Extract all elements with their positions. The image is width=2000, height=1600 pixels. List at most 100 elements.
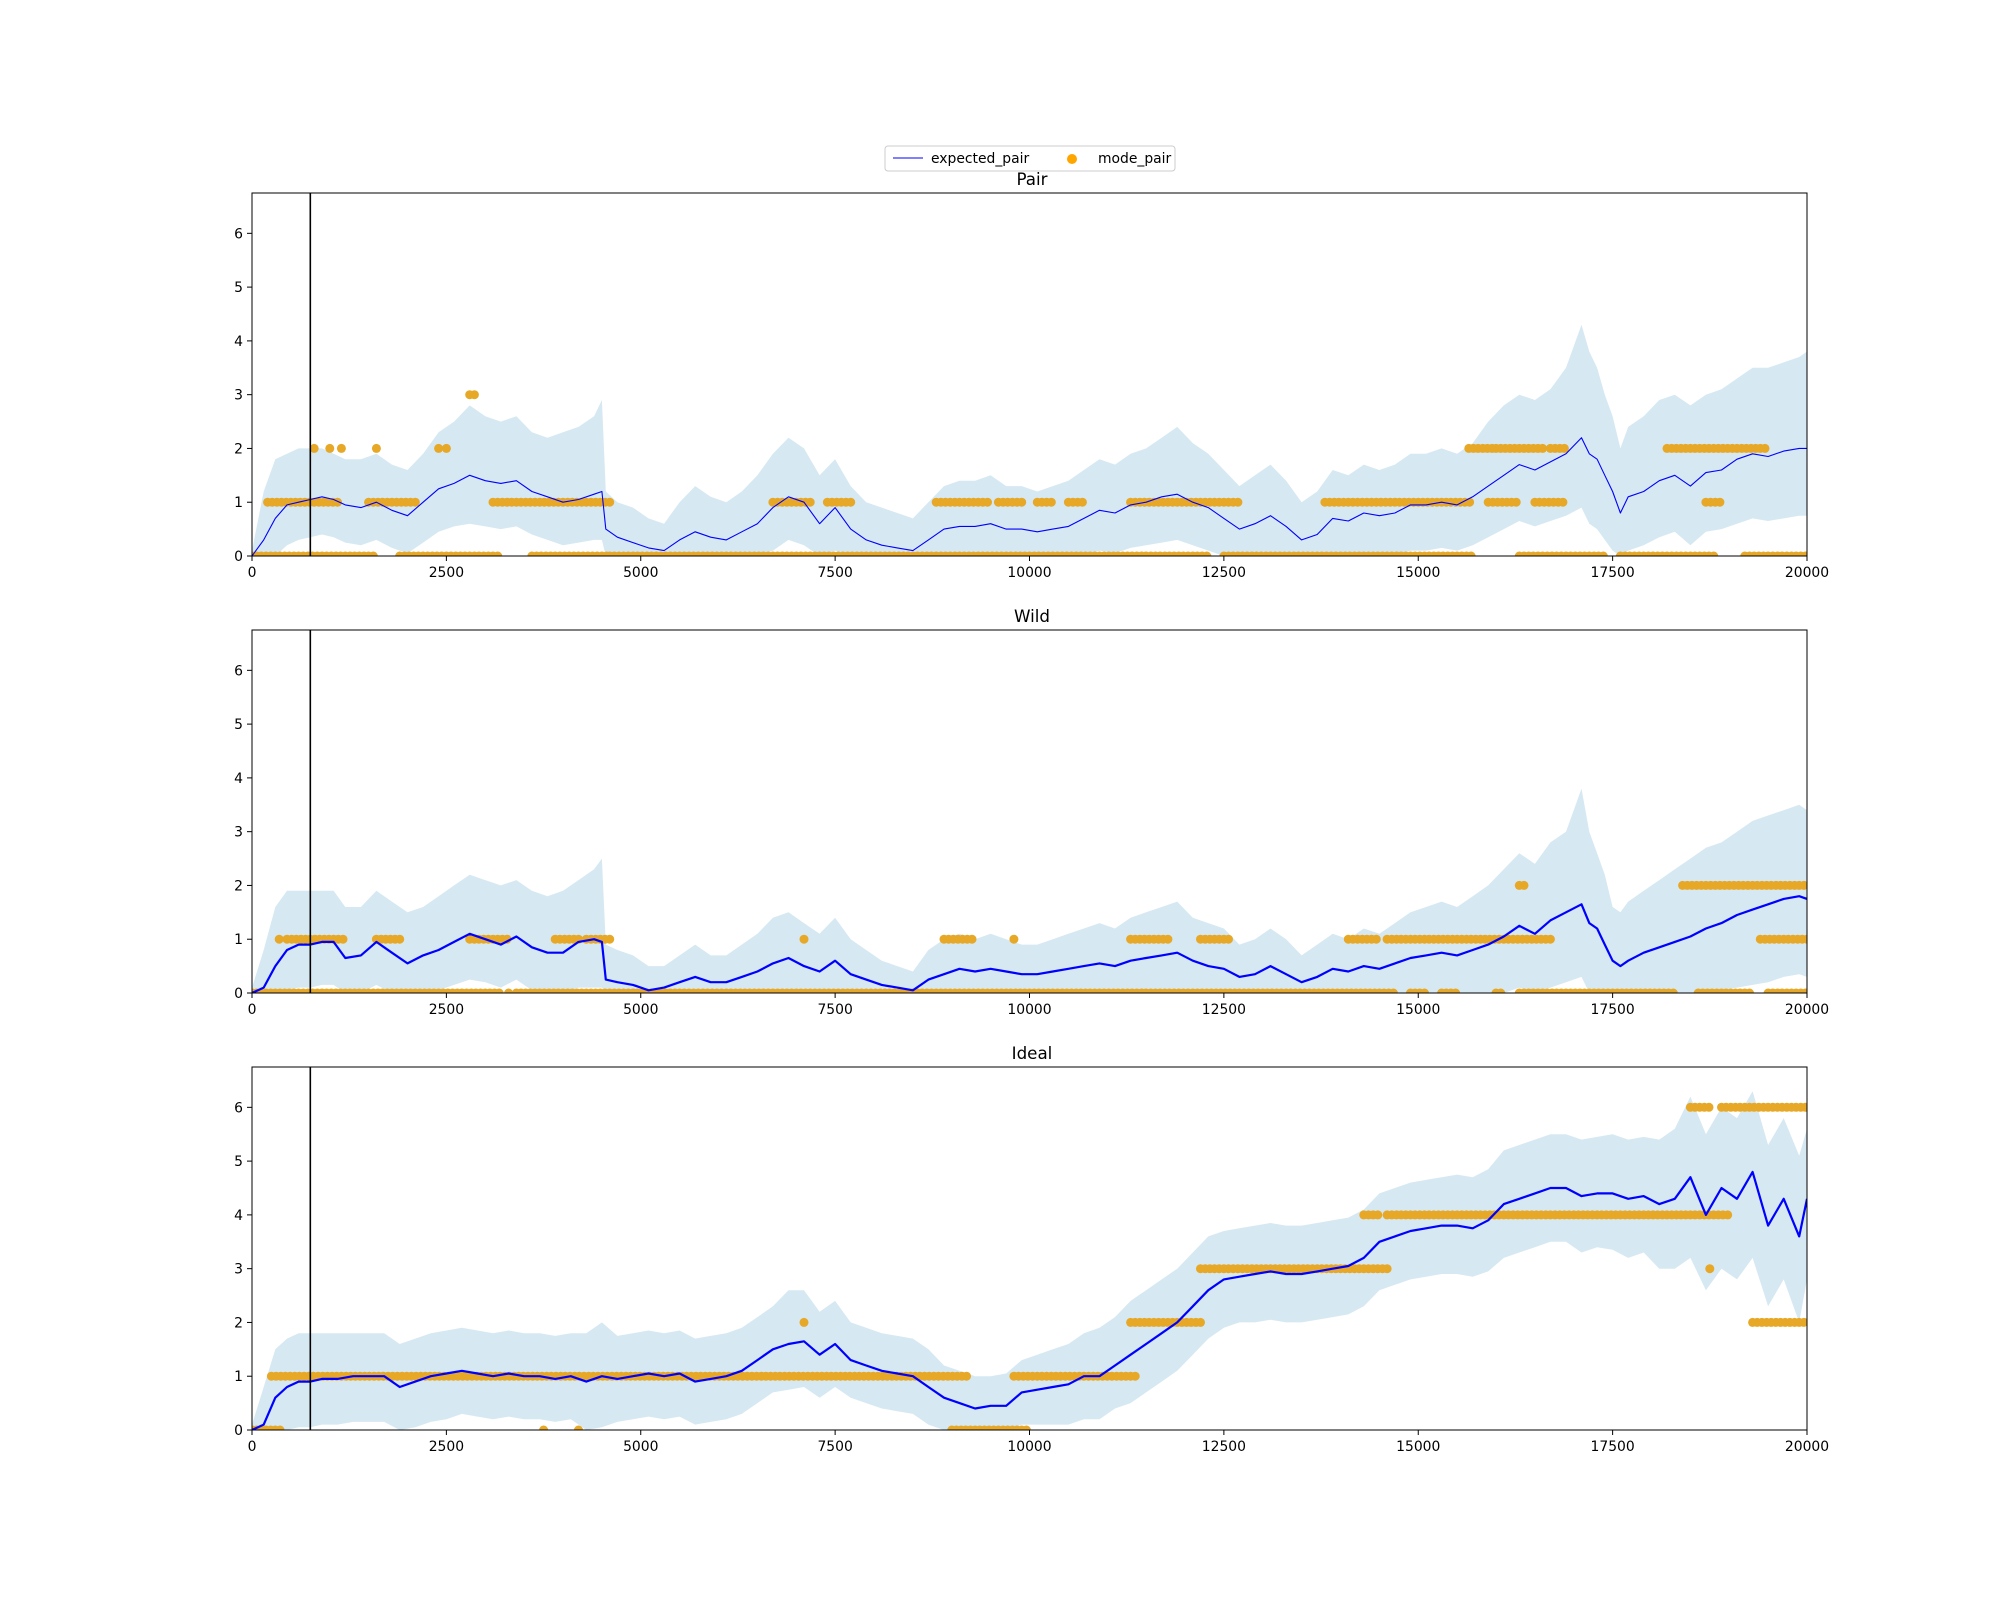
x-tick-label: 12500 xyxy=(1202,565,1246,581)
y-tick-label: 0 xyxy=(234,986,243,1002)
y-tick-label: 3 xyxy=(234,825,243,841)
panel-title: Wild xyxy=(1014,606,1050,626)
mode-point xyxy=(1709,551,1719,556)
x-tick-label: 15000 xyxy=(1396,1002,1440,1018)
y-tick-label: 2 xyxy=(234,878,243,894)
mode-point xyxy=(967,934,977,944)
legend: expected_pair mode_pair xyxy=(884,145,1176,172)
mode-point xyxy=(1558,497,1568,507)
mode-point xyxy=(846,497,856,507)
expected-line xyxy=(252,1170,1807,1430)
mode-point xyxy=(799,1317,809,1327)
expected-line xyxy=(252,437,1807,556)
mode-point xyxy=(1021,1425,1031,1430)
mode-point xyxy=(962,1371,971,1381)
mode-point xyxy=(371,443,381,453)
x-tick-label: 20000 xyxy=(1785,1002,1829,1018)
panel-title: Ideal xyxy=(1012,1043,1053,1063)
panel-wild: Wild 0 2500 5000 7500 10000 12500 15000 17500 20… xyxy=(234,606,1829,1018)
x-tick-label: 12500 xyxy=(1202,1439,1246,1455)
mode-point xyxy=(494,988,504,993)
legend-frame xyxy=(884,145,1176,172)
mode-point xyxy=(1009,934,1019,944)
y-tick-label: 5 xyxy=(234,717,243,733)
x-tick-label: 2500 xyxy=(429,1439,464,1455)
mode-points xyxy=(252,390,1807,556)
confidence-band xyxy=(252,1091,1807,1430)
x-tick-label: 0 xyxy=(248,1002,257,1018)
mode-point xyxy=(1519,880,1529,890)
x-tick-label: 5000 xyxy=(623,1439,658,1455)
panel-title: Pair xyxy=(1016,169,1047,189)
mode-point xyxy=(1705,1264,1715,1274)
mode-point xyxy=(1760,443,1770,453)
mode-point xyxy=(274,934,284,944)
mode-point xyxy=(1451,988,1461,993)
legend-dot-swatch xyxy=(1067,154,1077,164)
mode-point xyxy=(1466,551,1476,556)
mode-point xyxy=(805,497,815,507)
mode-point xyxy=(469,390,479,400)
x-tick-label: 7500 xyxy=(817,565,852,581)
mode-point xyxy=(983,497,992,507)
mode-point xyxy=(1799,880,1807,890)
mode-point xyxy=(574,1425,583,1430)
mode-point xyxy=(504,988,514,993)
mode-point xyxy=(336,443,346,453)
mode-point xyxy=(1196,1317,1205,1327)
mode-point xyxy=(338,934,348,944)
mode-point xyxy=(1802,934,1807,944)
plot-area xyxy=(252,324,1807,556)
mode-point xyxy=(1668,988,1678,993)
mode-point xyxy=(799,934,809,944)
mode-point xyxy=(1511,497,1521,507)
x-tick-label: 20000 xyxy=(1785,1439,1829,1455)
y-tick-label: 4 xyxy=(234,771,243,787)
y-tick-label: 4 xyxy=(234,334,243,350)
mode-point xyxy=(1046,497,1056,507)
x-tick-label: 20000 xyxy=(1785,565,1829,581)
mode-point xyxy=(1496,988,1506,993)
mode-point xyxy=(1715,497,1725,507)
x-tick-label: 5000 xyxy=(623,565,658,581)
x-tick-label: 12500 xyxy=(1202,1002,1246,1018)
mode-point xyxy=(1371,934,1381,944)
mode-point xyxy=(605,934,615,944)
mode-point xyxy=(441,443,451,453)
legend-label-mode: mode_pair xyxy=(1098,151,1172,167)
mode-point xyxy=(1545,934,1555,944)
x-tick-label: 0 xyxy=(248,565,257,581)
mode-point xyxy=(1465,497,1475,507)
mode-point xyxy=(539,1425,549,1430)
mode-point xyxy=(1723,1210,1733,1220)
mode-point xyxy=(1800,551,1807,556)
mode-point xyxy=(395,934,405,944)
y-tick-label: 5 xyxy=(234,1154,243,1170)
panel-pair: Pair 0 2500 5000 7500 10000 12500 15000 17500 20… xyxy=(234,169,1829,581)
y-tick-label: 6 xyxy=(234,663,243,679)
x-tick-label: 7500 xyxy=(817,1002,852,1018)
mode-point xyxy=(1382,1264,1392,1274)
mode-point xyxy=(410,497,420,507)
mode-point xyxy=(1163,934,1173,944)
mode-point xyxy=(1745,988,1754,993)
x-tick-label: 17500 xyxy=(1591,565,1635,581)
plot-area xyxy=(252,1091,1807,1430)
y-tick-label: 3 xyxy=(234,1262,243,1278)
x-tick-label: 0 xyxy=(248,1439,257,1455)
mode-point xyxy=(1130,1371,1140,1381)
mode-point xyxy=(1598,551,1608,556)
mode-point xyxy=(1373,1210,1383,1220)
x-tick-label: 15000 xyxy=(1396,1439,1440,1455)
y-tick-label: 0 xyxy=(234,1423,243,1439)
mode-point xyxy=(434,443,444,453)
y-tick-label: 1 xyxy=(234,1369,243,1385)
mode-point xyxy=(1799,1317,1807,1327)
x-tick-label: 15000 xyxy=(1396,565,1440,581)
x-tick-label: 10000 xyxy=(1007,565,1051,581)
y-tick-label: 6 xyxy=(234,1100,243,1116)
x-tick-label: 10000 xyxy=(1007,1002,1051,1018)
mode-point xyxy=(325,443,335,453)
y-tick-label: 6 xyxy=(234,226,243,242)
